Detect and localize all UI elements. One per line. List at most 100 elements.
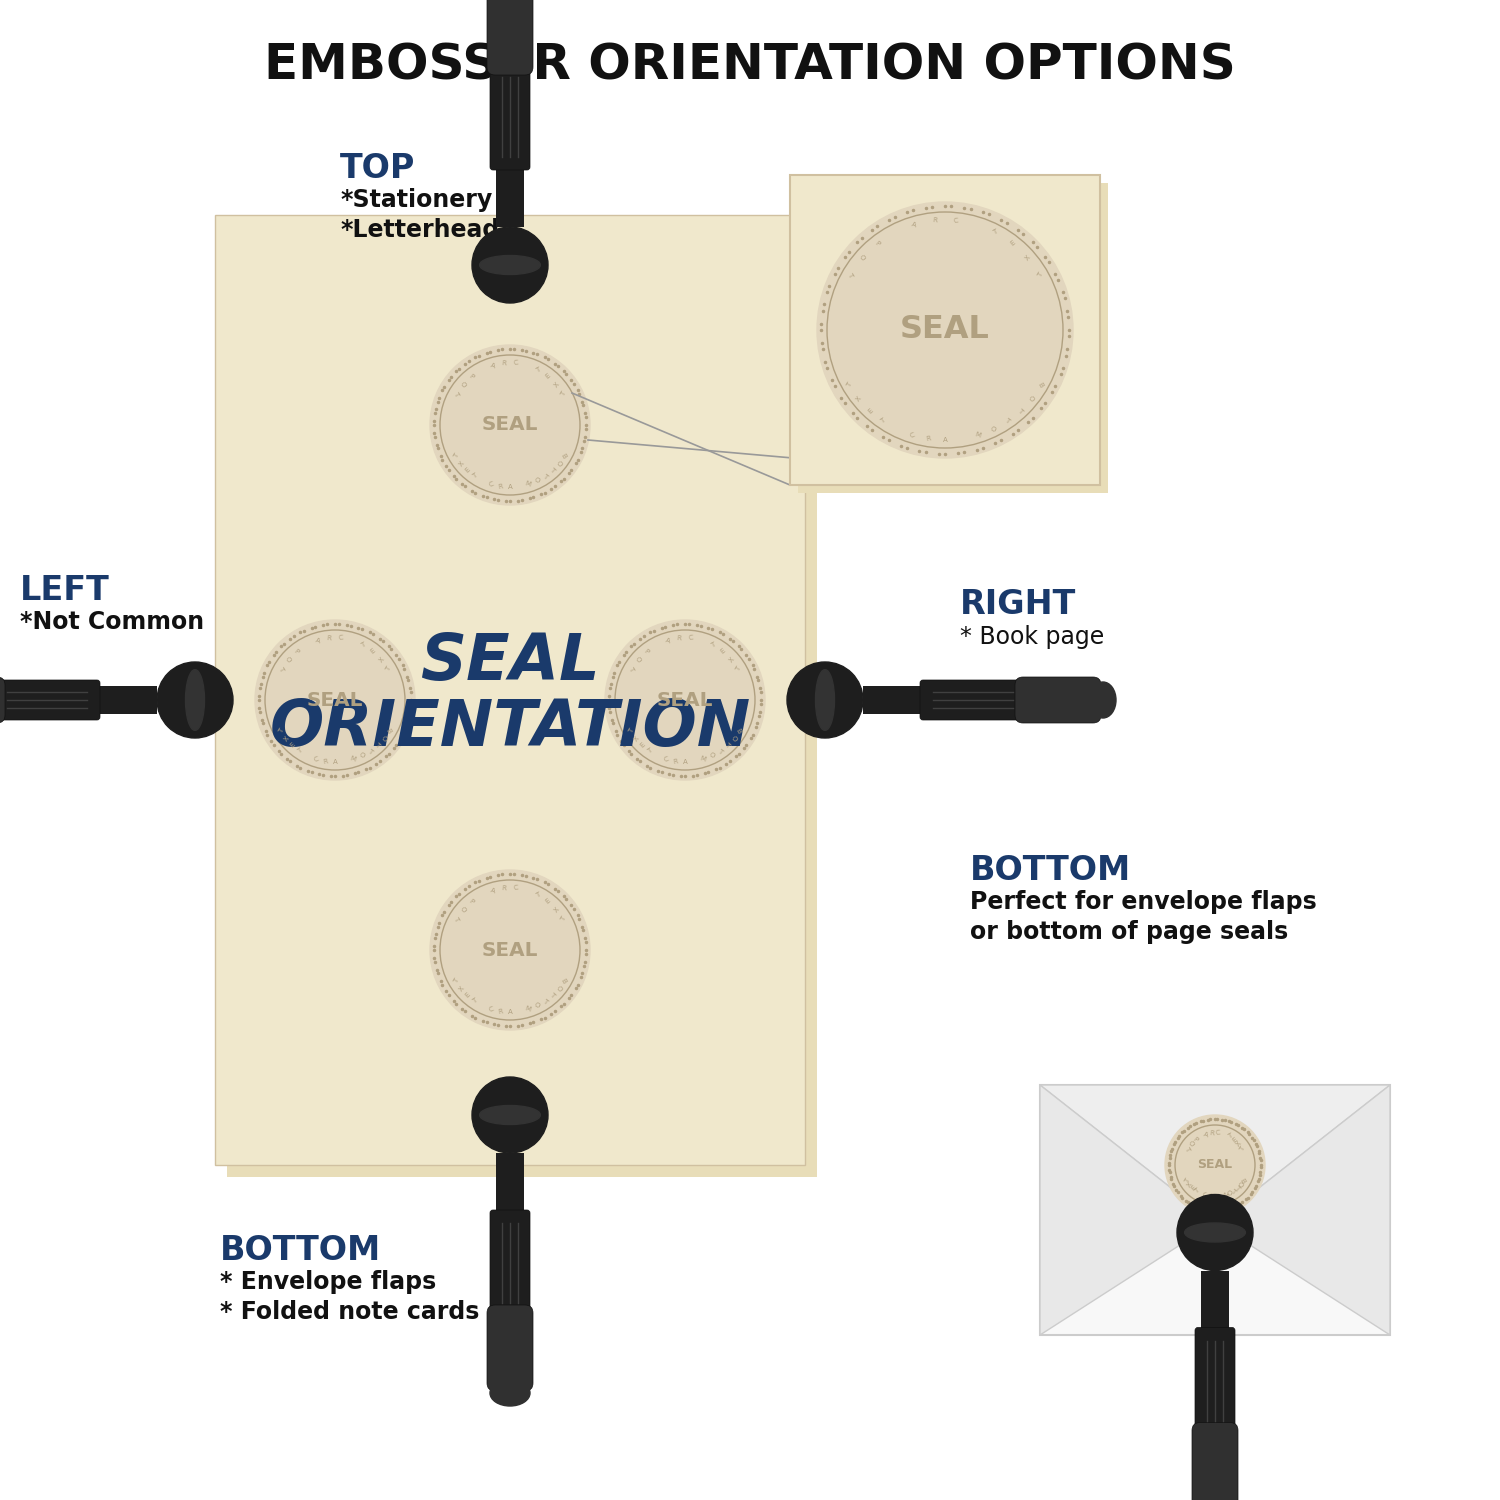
Text: SEAL: SEAL bbox=[657, 690, 712, 709]
Text: C: C bbox=[909, 432, 915, 438]
Text: E: E bbox=[1232, 1136, 1239, 1143]
Text: O: O bbox=[380, 735, 387, 742]
Text: X: X bbox=[378, 656, 386, 663]
Text: RIGHT: RIGHT bbox=[960, 588, 1077, 621]
FancyBboxPatch shape bbox=[490, 64, 530, 170]
Ellipse shape bbox=[1090, 682, 1116, 718]
FancyBboxPatch shape bbox=[1202, 1270, 1228, 1330]
Text: T: T bbox=[646, 747, 654, 754]
Circle shape bbox=[1166, 1114, 1264, 1215]
FancyBboxPatch shape bbox=[0, 680, 100, 720]
FancyBboxPatch shape bbox=[496, 166, 523, 226]
Text: C: C bbox=[688, 634, 693, 642]
Text: A: A bbox=[507, 1010, 513, 1016]
Text: X: X bbox=[728, 656, 735, 663]
Text: O: O bbox=[988, 424, 996, 433]
Text: SEAL: SEAL bbox=[900, 315, 990, 345]
Ellipse shape bbox=[490, 1380, 530, 1406]
FancyBboxPatch shape bbox=[226, 226, 818, 1178]
Text: T: T bbox=[723, 742, 730, 748]
Text: SEAL: SEAL bbox=[308, 690, 363, 709]
Text: R: R bbox=[1208, 1194, 1214, 1200]
Text: *Letterhead: *Letterhead bbox=[340, 217, 500, 242]
Ellipse shape bbox=[480, 255, 540, 274]
Text: T: T bbox=[360, 642, 366, 648]
Text: E: E bbox=[544, 372, 552, 380]
Text: P: P bbox=[644, 648, 650, 656]
Text: T: T bbox=[846, 272, 853, 279]
Text: T: T bbox=[710, 642, 717, 648]
Text: C: C bbox=[513, 360, 519, 366]
Text: P: P bbox=[292, 648, 300, 656]
Text: O: O bbox=[1186, 1140, 1196, 1148]
Text: C: C bbox=[952, 217, 958, 223]
Text: R: R bbox=[498, 483, 504, 489]
Text: O: O bbox=[1236, 1180, 1244, 1190]
FancyBboxPatch shape bbox=[490, 1210, 530, 1316]
Text: T: T bbox=[297, 747, 303, 754]
Text: T: T bbox=[1004, 417, 1011, 424]
FancyBboxPatch shape bbox=[1192, 1422, 1237, 1500]
Text: O: O bbox=[555, 984, 562, 993]
Text: T: T bbox=[735, 666, 742, 672]
Text: LEFT: LEFT bbox=[20, 573, 110, 606]
Text: A: A bbox=[942, 436, 948, 442]
Ellipse shape bbox=[816, 669, 834, 730]
Text: A: A bbox=[664, 638, 670, 644]
Text: R: R bbox=[926, 435, 932, 442]
Text: P: P bbox=[468, 897, 476, 904]
Text: B: B bbox=[560, 978, 567, 984]
FancyBboxPatch shape bbox=[1196, 1328, 1234, 1434]
Text: M: M bbox=[525, 480, 532, 488]
Text: T: T bbox=[549, 466, 556, 474]
Text: R: R bbox=[501, 885, 507, 891]
Text: X: X bbox=[282, 735, 291, 742]
Circle shape bbox=[472, 1077, 548, 1154]
Text: T: T bbox=[471, 998, 478, 1005]
Text: T: T bbox=[717, 747, 723, 754]
Text: R: R bbox=[498, 1008, 504, 1014]
Text: T: T bbox=[1233, 1185, 1240, 1192]
Text: C: C bbox=[663, 756, 670, 764]
Text: R: R bbox=[1209, 1130, 1215, 1137]
Text: * Folded note cards: * Folded note cards bbox=[220, 1300, 480, 1324]
Text: T: T bbox=[278, 666, 285, 672]
Text: R: R bbox=[932, 217, 938, 223]
Text: T: T bbox=[471, 472, 478, 480]
Text: T: T bbox=[549, 992, 556, 999]
Text: E: E bbox=[370, 648, 376, 656]
Text: X: X bbox=[1186, 1180, 1194, 1188]
Text: R: R bbox=[676, 634, 682, 642]
Text: T: T bbox=[453, 978, 460, 984]
Text: T: T bbox=[1227, 1132, 1233, 1140]
Text: ORIENTATION: ORIENTATION bbox=[270, 698, 750, 759]
Text: X: X bbox=[1236, 1140, 1244, 1148]
Text: B: B bbox=[386, 728, 393, 735]
Text: T: T bbox=[560, 915, 567, 922]
Circle shape bbox=[430, 345, 590, 506]
Polygon shape bbox=[1215, 1084, 1390, 1335]
Text: P: P bbox=[873, 240, 880, 248]
Text: M: M bbox=[525, 1005, 532, 1013]
Text: A: A bbox=[489, 362, 495, 369]
Text: T: T bbox=[879, 417, 886, 424]
FancyBboxPatch shape bbox=[98, 686, 158, 714]
Text: T: T bbox=[1194, 1188, 1200, 1196]
Text: BOTTOM: BOTTOM bbox=[220, 1233, 381, 1266]
Text: E: E bbox=[290, 742, 297, 748]
FancyBboxPatch shape bbox=[0, 676, 4, 723]
Text: C: C bbox=[338, 634, 344, 642]
Text: SEAL: SEAL bbox=[420, 632, 600, 693]
Text: A: A bbox=[507, 484, 513, 490]
Text: *Not Common: *Not Common bbox=[20, 610, 204, 634]
Text: T: T bbox=[453, 453, 460, 459]
FancyBboxPatch shape bbox=[920, 680, 1026, 720]
Text: M: M bbox=[974, 432, 981, 439]
Text: O: O bbox=[459, 906, 466, 914]
Text: T: T bbox=[453, 915, 460, 922]
Text: X: X bbox=[554, 906, 561, 914]
Text: O: O bbox=[284, 656, 292, 663]
Text: T: T bbox=[278, 728, 285, 735]
Text: T: T bbox=[536, 366, 542, 374]
Text: E: E bbox=[639, 742, 646, 748]
